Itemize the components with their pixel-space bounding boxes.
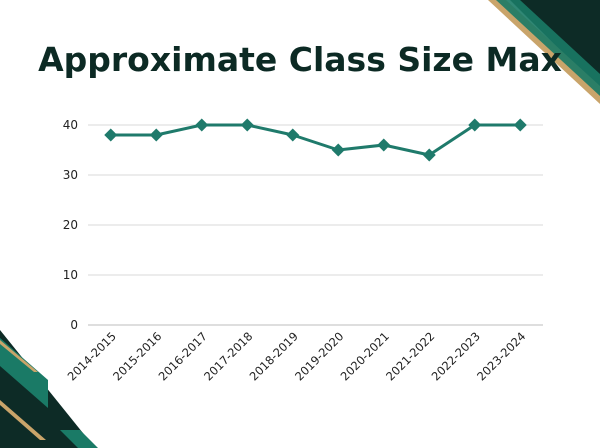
data-point-marker bbox=[195, 118, 209, 132]
data-point-marker bbox=[104, 128, 118, 142]
data-point-marker bbox=[149, 128, 163, 142]
x-tick-label: 2023-2024 bbox=[474, 329, 528, 383]
data-point-marker bbox=[377, 138, 391, 152]
data-point-marker bbox=[240, 118, 254, 132]
y-tick-label: 0 bbox=[70, 318, 78, 332]
data-point-marker bbox=[331, 143, 345, 157]
y-tick-label: 20 bbox=[63, 218, 78, 232]
y-tick-label: 40 bbox=[63, 118, 78, 132]
chart-title: Approximate Class Size Max bbox=[38, 40, 562, 79]
y-tick-label: 10 bbox=[63, 268, 78, 282]
data-point-marker bbox=[422, 148, 436, 162]
data-point-marker bbox=[468, 118, 482, 132]
series-line bbox=[110, 123, 521, 157]
data-point-marker bbox=[286, 128, 300, 142]
y-tick-label: 30 bbox=[63, 168, 78, 182]
data-point-marker bbox=[513, 118, 527, 132]
